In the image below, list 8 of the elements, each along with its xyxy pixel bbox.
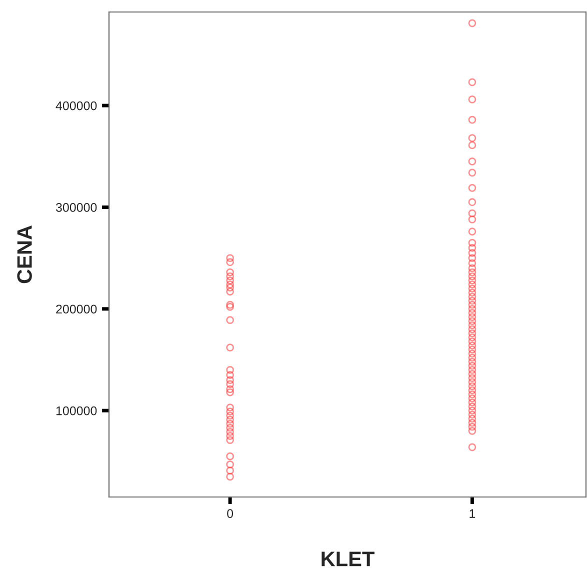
y-tick-label: 300000 xyxy=(56,203,97,212)
x-axis-title: KLET xyxy=(322,552,374,566)
y-axis-title: CENA xyxy=(17,226,32,284)
y-tick-label: 100000 xyxy=(56,406,97,416)
x-tick-label: 0 xyxy=(227,509,234,518)
y-tick-label: 200000 xyxy=(56,304,97,314)
x-tick-label: 1 xyxy=(470,509,476,518)
y-tick-label: 400000 xyxy=(56,101,97,110)
